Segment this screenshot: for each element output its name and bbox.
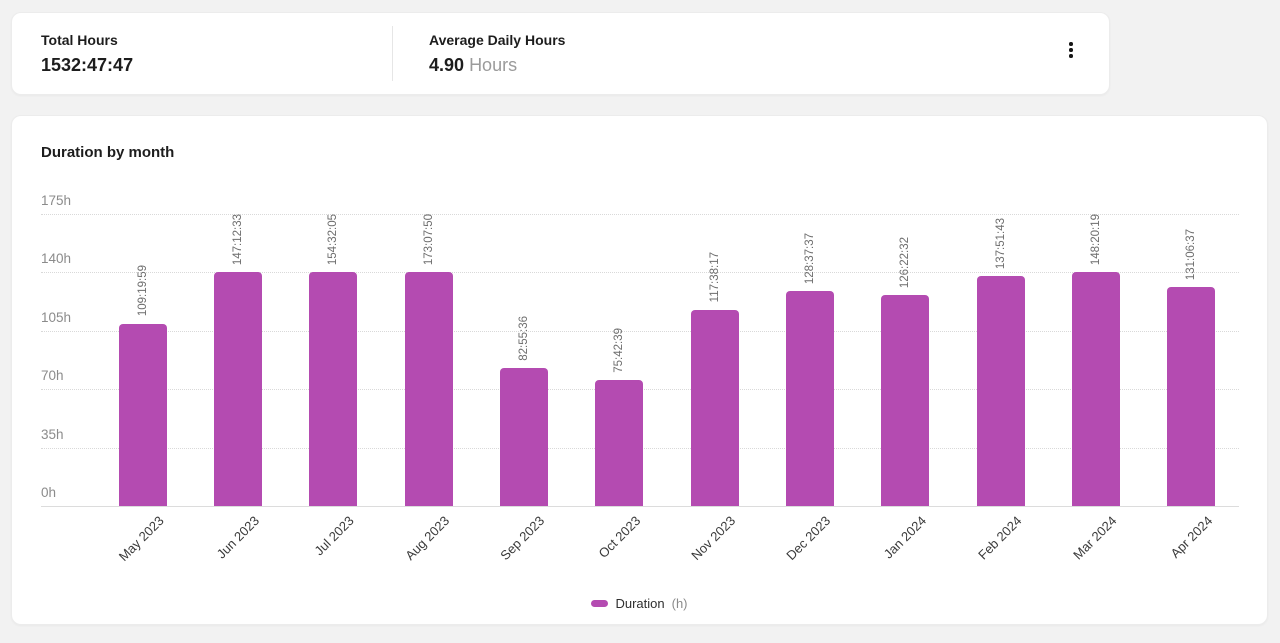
kebab-menu-button[interactable] xyxy=(1055,34,1087,66)
bar-column-mar-2024: 148:20:19 Mar 2024 xyxy=(1048,214,1143,562)
gridline-0h xyxy=(41,506,1239,507)
duration-bar[interactable] xyxy=(595,379,644,506)
chart-legend-item[interactable]: Duration (h) xyxy=(12,596,1267,611)
legend-unit: (h) xyxy=(671,596,688,611)
y-axis-tick-70h: 70h xyxy=(41,368,64,384)
bar-value-label: 128:37:37 xyxy=(803,233,816,285)
bar-value-label: 82:55:36 xyxy=(517,315,530,361)
legend-swatch xyxy=(591,600,609,607)
bar-value-label: 173:07:50 xyxy=(422,214,435,266)
x-axis-tick-label: Apr 2024 xyxy=(1166,513,1215,561)
y-axis-tick-140h: 140h xyxy=(41,251,72,267)
total-hours-stat: Total Hours 1532:47:47 xyxy=(12,13,392,94)
x-axis-tick-label: Feb 2024 xyxy=(974,513,1025,563)
bar-value-label: 148:20:19 xyxy=(1089,214,1102,266)
x-axis-tick-label: Jan 2024 xyxy=(880,513,929,562)
kebab-menu-icon xyxy=(1069,54,1073,58)
x-axis-tick-label: Jul 2023 xyxy=(311,513,357,559)
bar-value-label: 117:38:17 xyxy=(708,252,721,303)
bar-column-may-2023: 109:19:59 May 2023 xyxy=(95,214,190,564)
bar-value-label: 147:12:33 xyxy=(231,214,244,266)
bar-value-label: 109:19:59 xyxy=(136,265,149,317)
average-daily-hours-value: 4.90 Hours xyxy=(429,50,1055,80)
gridline-175h xyxy=(41,214,1239,215)
bar-column-nov-2023: 117:38:17 Nov 2023 xyxy=(667,214,762,563)
chart-card: Duration by month 0h 35h 70h 105h 140h 175h 10… xyxy=(11,115,1268,625)
x-axis-tick-label: Jun 2023 xyxy=(213,513,262,562)
duration-bar[interactable] xyxy=(881,295,930,506)
y-axis-tick-0h: 0h xyxy=(41,485,57,500)
bar-column-sep-2023: 82:55:36 Sep 2023 xyxy=(476,214,571,563)
total-hours-value: 1532:47:47 xyxy=(41,55,134,75)
bar-value-label: 131:06:37 xyxy=(1185,229,1198,281)
legend-label: Duration xyxy=(615,596,665,611)
duration-bar[interactable] xyxy=(690,309,739,506)
bar-column-dec-2023: 128:37:37 Dec 2023 xyxy=(762,214,857,563)
x-axis-tick-label: Oct 2023 xyxy=(595,513,643,561)
duration-bar[interactable] xyxy=(309,272,358,506)
bar-value-label: 126:22:32 xyxy=(899,236,912,289)
duration-bar-chart: 0h 35h 70h 105h 140h 175h 109:19:59 May 2023 147… xyxy=(41,194,1239,564)
average-daily-hours-unit: Hours xyxy=(469,55,518,75)
duration-bar[interactable] xyxy=(976,275,1025,506)
gridline-140h xyxy=(41,272,1239,274)
bar-column-feb-2024: 137:51:43 Feb 2024 xyxy=(953,214,1048,562)
duration-bar[interactable] xyxy=(1167,287,1216,506)
average-daily-hours-stat: Average Daily Hours 4.90 Hours xyxy=(393,13,1055,94)
bar-column-jul-2023: 154:32:05 Jul 2023 xyxy=(286,214,381,558)
bar-column-aug-2023: 173:07:50 Aug 2023 xyxy=(381,214,476,563)
duration-bar[interactable] xyxy=(1071,272,1120,506)
bar-value-label: 137:51:43 xyxy=(994,217,1007,269)
duration-bar[interactable] xyxy=(499,367,548,506)
duration-bar[interactable] xyxy=(213,272,262,506)
bar-column-jan-2024: 126:22:32 Jan 2024 xyxy=(858,214,953,561)
duration-bar[interactable] xyxy=(404,272,453,506)
kebab-menu-icon xyxy=(1069,42,1073,46)
duration-bar[interactable] xyxy=(118,323,167,506)
duration-bar[interactable] xyxy=(785,291,834,506)
summary-card: Total Hours 1532:47:47 Average Daily Hou… xyxy=(11,12,1110,95)
summary-divider xyxy=(392,26,393,81)
x-axis-tick-label: Dec 2023 xyxy=(783,513,834,563)
gridline-105h xyxy=(41,330,1239,332)
bars-area: 109:19:59 May 2023 147:12:33 Jun 2023 154:32… xyxy=(95,214,1239,564)
x-axis-tick-label: Mar 2024 xyxy=(1070,513,1120,563)
chart-title: Duration by month xyxy=(41,144,175,161)
bar-value-label: 75:42:39 xyxy=(613,327,626,373)
average-daily-hours-number: 4.90 xyxy=(429,55,465,75)
average-daily-hours-label: Average Daily Hours xyxy=(429,32,566,48)
x-axis-tick-label: Aug 2023 xyxy=(402,513,453,563)
y-axis-tick-35h: 35h xyxy=(41,426,64,442)
x-axis-tick-label: Sep 2023 xyxy=(497,513,548,563)
bar-column-jun-2023: 147:12:33 Jun 2023 xyxy=(190,214,285,561)
y-axis-tick-105h: 105h xyxy=(41,309,72,325)
bar-column-apr-2024: 131:06:37 Apr 2024 xyxy=(1144,214,1239,561)
kebab-menu-icon xyxy=(1069,48,1073,52)
total-hours-label: Total Hours xyxy=(41,32,118,48)
y-axis-tick-175h: 175h xyxy=(41,193,72,208)
x-axis-tick-label: Nov 2023 xyxy=(688,513,739,563)
bar-column-oct-2023: 75:42:39 Oct 2023 xyxy=(572,214,667,561)
x-axis-tick-label: May 2023 xyxy=(115,513,167,564)
bar-value-label: 154:32:05 xyxy=(327,214,340,266)
